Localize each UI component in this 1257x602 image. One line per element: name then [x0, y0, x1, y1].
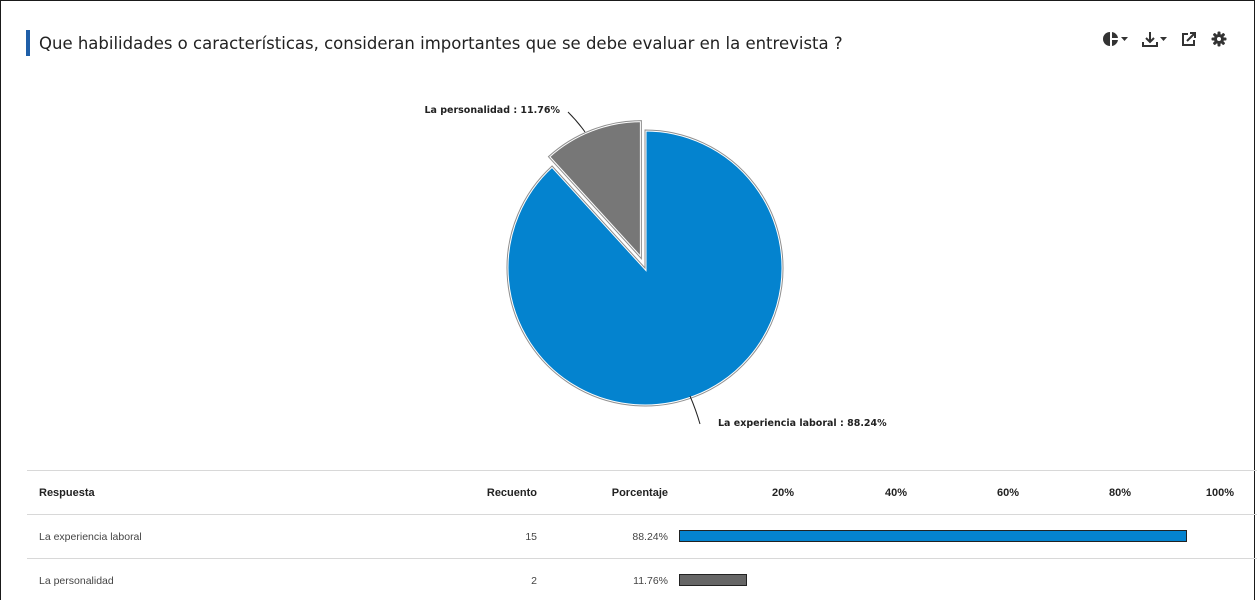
share-button[interactable]: [1181, 31, 1197, 47]
row-count: 15: [525, 530, 537, 543]
download-button[interactable]: [1142, 31, 1167, 47]
pie-leader-line: [567, 111, 586, 133]
row-bar-track: [679, 574, 1255, 587]
chart-toolbar: [1103, 31, 1227, 47]
table-header-row: Respuesta Recuento Porcentaje 20% 40% 60…: [27, 470, 1257, 514]
row-percent: 11.76%: [633, 574, 668, 587]
chart-title: Que habilidades o características, consi…: [39, 33, 843, 53]
chevron-down-icon: [1160, 36, 1167, 41]
chart-type-icon: [1103, 32, 1118, 46]
results-table: Respuesta Recuento Porcentaje 20% 40% 60…: [27, 470, 1257, 602]
pie-chart-area: La experiencia laboral : 88.24% La person…: [0, 90, 1257, 450]
pie-slice-outline: [506, 129, 784, 407]
header-response: Respuesta: [39, 486, 95, 499]
pie-data-label: La personalidad : 11.76%: [424, 105, 560, 116]
header-count: Recuento: [486, 486, 537, 499]
table-row: La experiencia laboral 15 88.24%: [27, 514, 1257, 558]
pie-data-label: La experiencia laboral : 88.24%: [718, 418, 887, 429]
percentage-bar: [679, 574, 747, 586]
pie-leader-line: [689, 395, 701, 425]
header-percent: Porcentaje: [611, 486, 668, 499]
row-count: 2: [531, 574, 537, 587]
chart-type-button[interactable]: [1103, 31, 1128, 47]
settings-icon: [1211, 31, 1227, 47]
row-response: La experiencia laboral: [39, 530, 142, 543]
title-accent-bar: [26, 30, 30, 56]
axis-tick-40: 40%: [884, 486, 908, 499]
percentage-bar: [679, 530, 1188, 542]
row-bar-track: [679, 530, 1255, 543]
settings-button[interactable]: [1211, 31, 1227, 47]
axis-tick-80: 80%: [1108, 486, 1132, 499]
chart-header: Que habilidades o características, consi…: [26, 30, 843, 56]
pie-chart: La experiencia laboral : 88.24% La person…: [424, 105, 887, 429]
pie-slice-outline: [547, 120, 642, 260]
axis-tick-20: 20%: [771, 486, 795, 499]
chevron-down-icon: [1121, 36, 1128, 41]
axis-tick-60: 60%: [996, 486, 1020, 499]
table-row: La personalidad 2 11.76%: [27, 558, 1257, 602]
axis-tick-100: 100%: [1205, 486, 1235, 499]
row-percent: 88.24%: [632, 530, 668, 543]
share-icon: [1182, 32, 1196, 46]
download-icon: [1142, 32, 1158, 47]
row-response: La personalidad: [39, 574, 114, 587]
